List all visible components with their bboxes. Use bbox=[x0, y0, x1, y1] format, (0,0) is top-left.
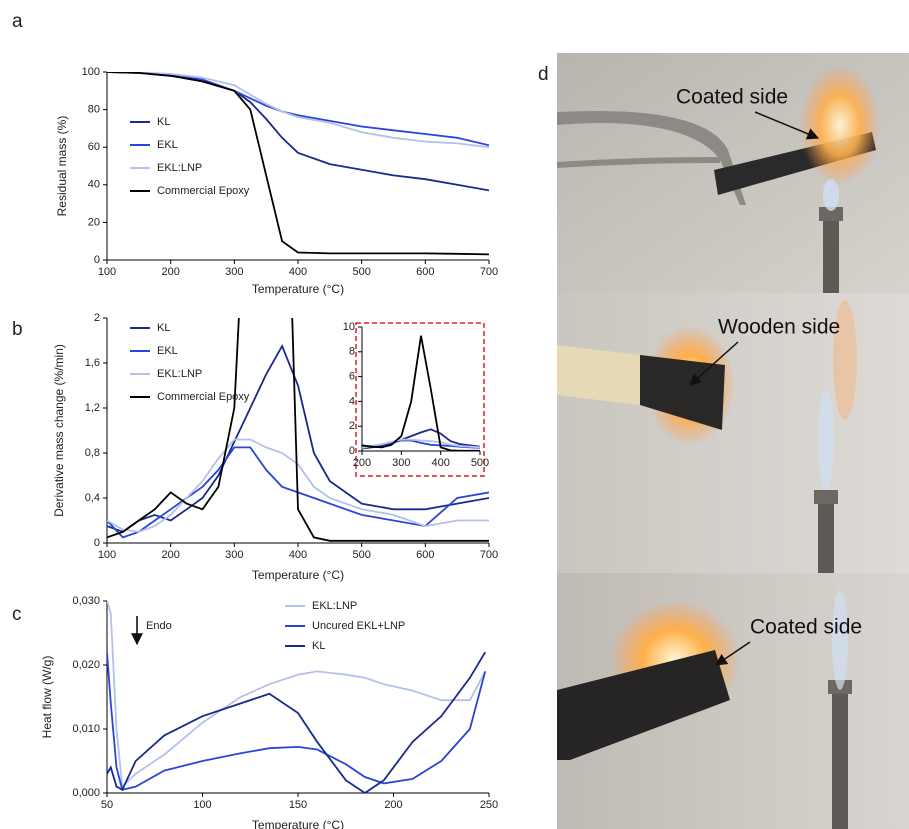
x-tick-label: 100 bbox=[98, 549, 116, 561]
figure: Coated side Wooden side Coated side d 10… bbox=[0, 0, 909, 829]
x-tick-label: 500 bbox=[352, 549, 370, 561]
x-axis-title: Temperature (°C) bbox=[252, 818, 344, 829]
x-tick-label: 600 bbox=[416, 266, 434, 278]
y-tick-label: 0,4 bbox=[85, 492, 100, 504]
y-tick-label: 8 bbox=[349, 346, 355, 358]
x-tick-label: 50 bbox=[101, 799, 113, 811]
legend-label: Commercial Epoxy bbox=[157, 185, 250, 197]
y-tick-label: 1,6 bbox=[85, 357, 100, 369]
y-tick-label: 0 bbox=[349, 445, 355, 457]
legend-label: EKL bbox=[157, 139, 178, 151]
x-tick-label: 400 bbox=[289, 549, 307, 561]
x-tick-label: 500 bbox=[471, 457, 489, 469]
x-tick-label: 100 bbox=[193, 799, 211, 811]
legend-label: Commercial Epoxy bbox=[157, 391, 250, 403]
x-tick-label: 200 bbox=[353, 457, 371, 469]
legend-label: KL bbox=[312, 640, 325, 652]
x-tick-label: 200 bbox=[161, 266, 179, 278]
y-tick-label: 40 bbox=[88, 179, 100, 191]
legend-label: EKL:LNP bbox=[157, 162, 202, 174]
photo-panel bbox=[557, 53, 909, 829]
series-line bbox=[107, 72, 489, 145]
annotation: Endo bbox=[146, 620, 172, 632]
y-tick-label: 0,020 bbox=[72, 659, 100, 671]
y-tick-label: 6 bbox=[349, 371, 355, 383]
y-tick-label: 2 bbox=[94, 312, 100, 324]
panel-label: a bbox=[12, 11, 23, 32]
y-axis-title: Derivative mass change (%/min) bbox=[52, 344, 66, 517]
y-tick-label: 20 bbox=[88, 216, 100, 228]
x-tick-label: 100 bbox=[98, 266, 116, 278]
photo-annotation: Wooden side bbox=[718, 316, 840, 339]
legend-label: Uncured EKL+LNP bbox=[312, 620, 405, 632]
x-tick-label: 700 bbox=[480, 549, 498, 561]
x-tick-label: 150 bbox=[289, 799, 307, 811]
y-tick-label: 0,030 bbox=[72, 595, 100, 607]
series-line bbox=[362, 336, 480, 451]
legend-label: KL bbox=[157, 116, 170, 128]
y-tick-label: 100 bbox=[82, 66, 100, 78]
y-tick-label: 2 bbox=[349, 420, 355, 432]
x-tick-label: 300 bbox=[225, 549, 243, 561]
y-tick-label: 10 bbox=[343, 321, 355, 333]
y-tick-label: 60 bbox=[88, 141, 100, 153]
x-tick-label: 300 bbox=[392, 457, 410, 469]
panel-label: d bbox=[538, 64, 549, 85]
y-tick-label: 0 bbox=[94, 537, 100, 549]
x-tick-label: 250 bbox=[480, 799, 498, 811]
legend-label: EKL:LNP bbox=[312, 600, 357, 612]
y-tick-label: 0,000 bbox=[72, 787, 100, 799]
legend-label: EKL:LNP bbox=[157, 368, 202, 380]
y-tick-label: 0,010 bbox=[72, 723, 100, 735]
x-tick-label: 400 bbox=[431, 457, 449, 469]
y-axis-title: Heat flow (W/g) bbox=[40, 656, 54, 739]
x-axis-title: Temperature (°C) bbox=[252, 568, 344, 582]
x-tick-label: 300 bbox=[225, 266, 243, 278]
x-tick-label: 200 bbox=[384, 799, 402, 811]
series-line bbox=[107, 72, 489, 147]
photo-annotation: Coated side bbox=[750, 616, 862, 639]
x-tick-label: 500 bbox=[352, 266, 370, 278]
y-tick-label: 80 bbox=[88, 104, 100, 116]
x-tick-label: 600 bbox=[416, 549, 434, 561]
legend-label: KL bbox=[157, 322, 170, 334]
panel-label: b bbox=[12, 319, 23, 340]
y-tick-label: 4 bbox=[349, 395, 355, 407]
x-axis-title: Temperature (°C) bbox=[252, 282, 344, 296]
y-tick-label: 0 bbox=[94, 254, 100, 266]
x-tick-label: 200 bbox=[161, 549, 179, 561]
y-tick-label: 1,2 bbox=[85, 402, 100, 414]
panel-label: c bbox=[12, 604, 22, 625]
photo-annotation: Coated side bbox=[676, 86, 788, 109]
y-tick-label: 0,8 bbox=[85, 447, 100, 459]
x-tick-label: 700 bbox=[480, 266, 498, 278]
series-line bbox=[107, 652, 485, 790]
x-tick-label: 400 bbox=[289, 266, 307, 278]
y-axis-title: Residual mass (%) bbox=[55, 116, 69, 217]
legend-label: EKL bbox=[157, 345, 178, 357]
